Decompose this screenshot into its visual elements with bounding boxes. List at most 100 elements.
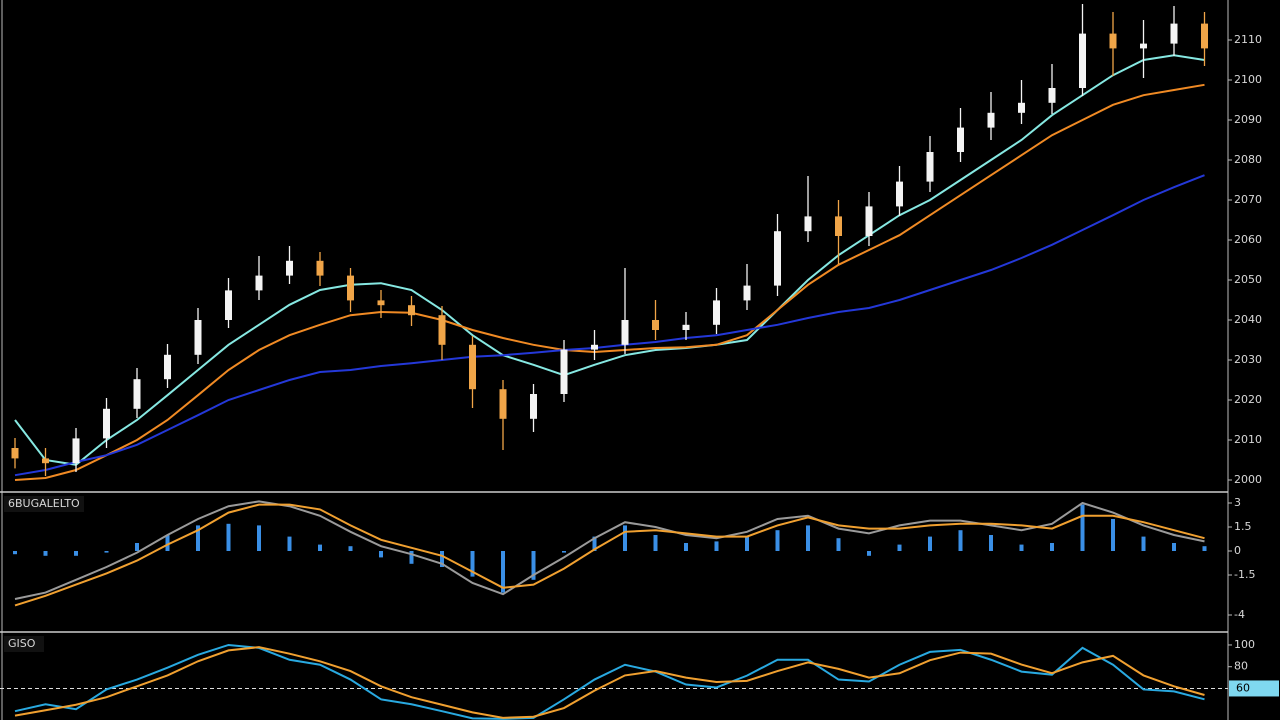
histogram-bar (806, 525, 810, 551)
histogram-bar (348, 546, 353, 551)
y-tick-label: 2060 (1234, 233, 1262, 246)
candle-body (286, 260, 293, 276)
histogram-bar (1202, 546, 1207, 551)
indicator-line (14, 643, 1205, 720)
candle-body (926, 152, 934, 182)
histogram-bar (867, 551, 871, 556)
histogram-bar (1019, 544, 1024, 551)
indicator-line (14, 174, 1205, 477)
y-tick-label: 2110 (1234, 33, 1262, 46)
histogram-bar (501, 551, 505, 593)
candle-body (1109, 33, 1117, 49)
histogram-bar (562, 551, 566, 553)
y-tick-label: 80 (1234, 660, 1248, 673)
histogram-bar (104, 551, 109, 553)
candle-body (42, 458, 49, 464)
y-tick-label: -1.5 (1234, 568, 1255, 581)
histogram-bar (836, 538, 841, 551)
histogram-bar (989, 535, 993, 551)
candle-body (1018, 102, 1025, 113)
y-tick-label: 0 (1234, 544, 1241, 557)
histogram-bar (13, 551, 17, 555)
candle-body (957, 127, 964, 152)
y-tick-label: 100 (1234, 638, 1255, 651)
candle-body (1079, 33, 1086, 88)
panel-title: GISO (8, 637, 36, 650)
candle-body (1170, 23, 1178, 44)
histogram-bar (592, 536, 597, 551)
y-tick-label: 2020 (1234, 393, 1262, 406)
y-tick-label: 2070 (1234, 193, 1262, 206)
candle-body (621, 320, 629, 345)
candle-body (835, 216, 842, 236)
panel-title-box (4, 636, 44, 652)
candle-body (316, 260, 324, 276)
y-tick-label: 3 (1234, 496, 1241, 509)
candle-body (713, 300, 720, 325)
histogram-bar (379, 551, 383, 558)
histogram-bar (43, 551, 48, 556)
histogram-bar (409, 551, 414, 564)
histogram-bar (1080, 504, 1085, 551)
indicator-line (14, 646, 1205, 719)
candle-body (469, 344, 476, 390)
candle-body (804, 216, 812, 232)
y-tick-label: 2010 (1234, 433, 1262, 446)
histogram-bar (257, 525, 261, 551)
histogram-bar (653, 535, 658, 551)
histogram-bar (684, 543, 688, 551)
y-tick-label: 2090 (1234, 113, 1262, 126)
candle-body (1048, 88, 1056, 103)
candle-body (560, 349, 568, 394)
y-tick-label: 2000 (1234, 473, 1262, 486)
candle-body (133, 379, 141, 409)
candle-body (1201, 23, 1208, 49)
histogram-bar (74, 551, 78, 556)
y-tick-label: 1.5 (1234, 520, 1252, 533)
candle-body (774, 231, 781, 286)
histogram-bar (745, 536, 749, 551)
histogram-bar (897, 544, 902, 551)
y-tick-label: 2100 (1234, 73, 1262, 86)
histogram-bar (1111, 519, 1115, 551)
y-tick-label: -4 (1234, 608, 1245, 621)
histogram-bar (714, 541, 719, 551)
histogram-bar (318, 544, 322, 551)
candle-body (682, 324, 690, 330)
candle-body (255, 275, 263, 291)
candle-body (865, 206, 873, 236)
histogram-bar (775, 530, 780, 551)
candle-body (987, 112, 995, 128)
histogram-bar (470, 551, 475, 577)
y-tick-label: 2080 (1234, 153, 1262, 166)
panel-title-box (4, 496, 84, 512)
indicator-line (14, 500, 1205, 600)
histogram-bar (928, 536, 932, 551)
candle-body (194, 320, 202, 355)
candle-body (225, 290, 232, 320)
y-tick-label: 2050 (1234, 273, 1262, 286)
candle-body (1140, 43, 1147, 49)
histogram-bar (623, 525, 627, 551)
level-label: 60 (1236, 681, 1250, 694)
candle-body (438, 315, 446, 345)
candle-body (499, 389, 507, 419)
indicator-line (14, 83, 1205, 481)
histogram-bar (1172, 543, 1176, 551)
candle-body (896, 181, 903, 207)
candle-body (652, 320, 659, 330)
candle-body (591, 344, 598, 350)
candle-body (377, 300, 385, 306)
candle-body (11, 448, 19, 459)
level-label-box (1229, 680, 1279, 697)
histogram-bar (440, 551, 444, 567)
histogram-bar (1050, 543, 1054, 551)
y-tick-label: 2040 (1234, 313, 1262, 326)
indicator-line (14, 503, 1205, 607)
indicator-line (14, 54, 1205, 466)
histogram-bar (531, 551, 536, 580)
histogram-bar (958, 530, 963, 551)
